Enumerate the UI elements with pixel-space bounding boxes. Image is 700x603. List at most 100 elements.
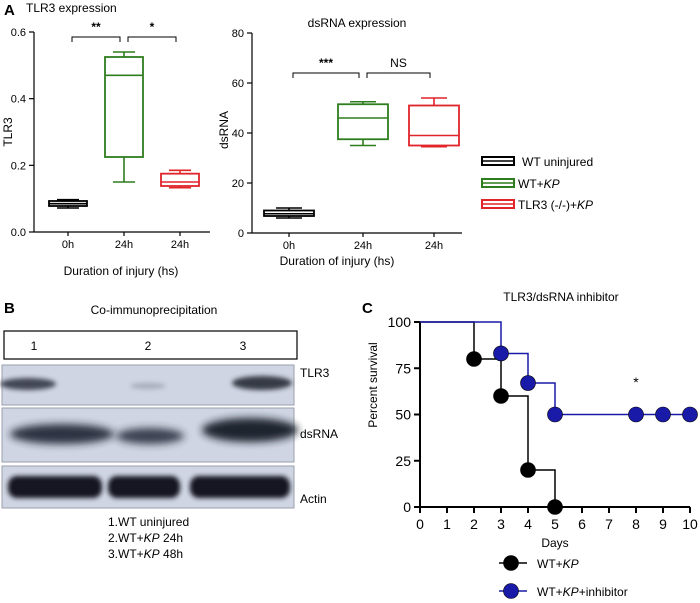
blot-title: Co-immunoprecipitation: [91, 303, 218, 317]
x-tick-label: 1: [443, 516, 451, 532]
band-actin-lane1: [8, 476, 102, 498]
band-dsrna-lane2: [116, 428, 184, 444]
band-dsrna-lane1: [10, 424, 114, 444]
legend-label: WT+KP: [537, 557, 579, 571]
y-tick-label: 40: [232, 128, 244, 140]
panel-letter-c: C: [362, 300, 373, 317]
x-tick-label: 24h: [171, 239, 189, 251]
panel-letter-b: B: [4, 300, 15, 317]
survival-marker: [493, 345, 509, 362]
y-axis-label: Percent survival: [366, 342, 380, 427]
legend-swatch-marker: [503, 555, 519, 571]
band-actin-lane3: [190, 476, 290, 498]
survival-marker: [628, 406, 644, 423]
y-tick-label: 0: [403, 499, 411, 515]
y-tick-label: 0: [238, 228, 244, 240]
x-tick-label: 9: [659, 516, 667, 532]
significance-label: **: [91, 20, 101, 34]
legend-item: WT uninjured: [481, 155, 593, 169]
x-tick-label: 4: [524, 516, 532, 532]
box-iqr: [337, 103, 389, 141]
significance-label: NS: [390, 56, 407, 70]
chart-title: TLR3 expression: [26, 1, 117, 15]
legend-label: WT+KP: [518, 177, 560, 191]
legend-panel-a: WT uninjured WT+KP TLR3 (-/-)+KP: [481, 155, 593, 212]
significance-annotation: *: [633, 374, 639, 390]
band-actin-lane2: [108, 476, 180, 498]
y-tick-label: 0.4: [11, 94, 26, 106]
x-tick-label: 2: [470, 516, 478, 532]
blot-key-line: 1.WT uninjured: [108, 515, 189, 529]
x-tick-label: 8: [632, 516, 640, 532]
row-label-tlr3: TLR3: [300, 366, 330, 380]
band-tlr3-lane1: [0, 378, 56, 390]
legend-item: WT+KP: [481, 177, 560, 191]
x-axis-label: Duration of injury (hs): [64, 264, 179, 278]
y-tick-label: 0.2: [11, 160, 26, 172]
legend-label: TLR3 (-/-)+KP: [518, 198, 593, 212]
survival-marker: [682, 406, 698, 423]
y-tick-label: 75: [395, 360, 411, 376]
dsrna-expression-boxplot: dsRNA expression Duration of injury (hs)…: [217, 16, 462, 268]
y-tick-label: 20: [232, 178, 244, 190]
y-axis-label: dsRNA: [217, 111, 231, 149]
tlr3-expression-boxplot: TLR3 expression Duration of injury (hs) …: [1, 1, 210, 278]
box-iqr: [104, 56, 144, 158]
survival-marker: [655, 406, 671, 423]
band-tlr3-lane2: [130, 383, 166, 389]
row-label-dsrna: dsRNA: [300, 427, 338, 441]
x-tick-label: 24h: [425, 240, 443, 252]
significance-bracket: [292, 72, 360, 78]
lane-number: 2: [145, 339, 152, 353]
survival-marker: [520, 375, 536, 391]
legend-swatch-marker: [503, 583, 519, 599]
band-dsrna-lane3: [202, 418, 298, 442]
survival-marker: [493, 388, 509, 404]
x-tick-label: 24h: [354, 240, 372, 252]
x-tick-label: 3: [497, 516, 505, 532]
survival-curve-line: [420, 321, 556, 507]
significance-bracket: [366, 72, 431, 78]
lane-number: 1: [31, 339, 38, 353]
legend-label: WT+KP+inhibitor: [537, 585, 628, 599]
x-axis-label: Days: [541, 536, 568, 550]
survival-marker: [547, 499, 563, 515]
blot-key-line: 3.WT+KP 48h: [108, 547, 183, 561]
band-tlr3-lane3: [232, 376, 292, 390]
y-tick-label: 0.6: [11, 27, 26, 39]
x-axis-label: Duration of injury (hs): [280, 254, 395, 268]
significance-bracket: [71, 36, 121, 42]
y-tick-label: 25: [395, 453, 411, 469]
survival-marker: [520, 462, 536, 478]
y-tick-label: 0.0: [11, 227, 26, 239]
lane-header-box: [3, 330, 298, 360]
x-tick-label: 0: [416, 516, 424, 532]
x-tick-label: 6: [578, 516, 586, 532]
x-tick-label: 0h: [283, 240, 295, 252]
y-tick-label: 100: [388, 314, 412, 330]
row-label-actin: Actin: [300, 492, 327, 506]
x-tick-label: 10: [682, 516, 698, 532]
legend-item: TLR3 (-/-)+KP: [481, 198, 593, 212]
significance-bracket: [127, 36, 177, 42]
significance-label: *: [150, 20, 155, 34]
y-tick-label: 50: [395, 407, 411, 423]
box-iqr: [408, 104, 460, 147]
x-tick-label: 5: [551, 516, 559, 532]
blot-key-line: 2.WT+KP 24h: [108, 531, 183, 545]
legend-item: WT+KP+inhibitor: [499, 583, 628, 599]
legend-item: WT+KP: [499, 555, 579, 571]
survival-marker: [466, 351, 482, 367]
legend-panel-c: WT+KP WT+KP+inhibitor: [499, 555, 628, 599]
survival-curve-chart: TLR3/dsRNA inhibitor Days Percent surviv…: [366, 290, 698, 550]
x-tick-label: 24h: [115, 239, 133, 251]
survival-marker: [547, 406, 563, 423]
y-tick-label: 80: [232, 28, 244, 40]
significance-label: ***: [319, 56, 333, 70]
y-axis-label: TLR3: [1, 117, 15, 147]
chart-title: dsRNA expression: [308, 16, 407, 30]
x-tick-label: 7: [605, 516, 613, 532]
panel-letter-a: A: [4, 2, 15, 19]
survival-curve-line: [420, 321, 690, 416]
